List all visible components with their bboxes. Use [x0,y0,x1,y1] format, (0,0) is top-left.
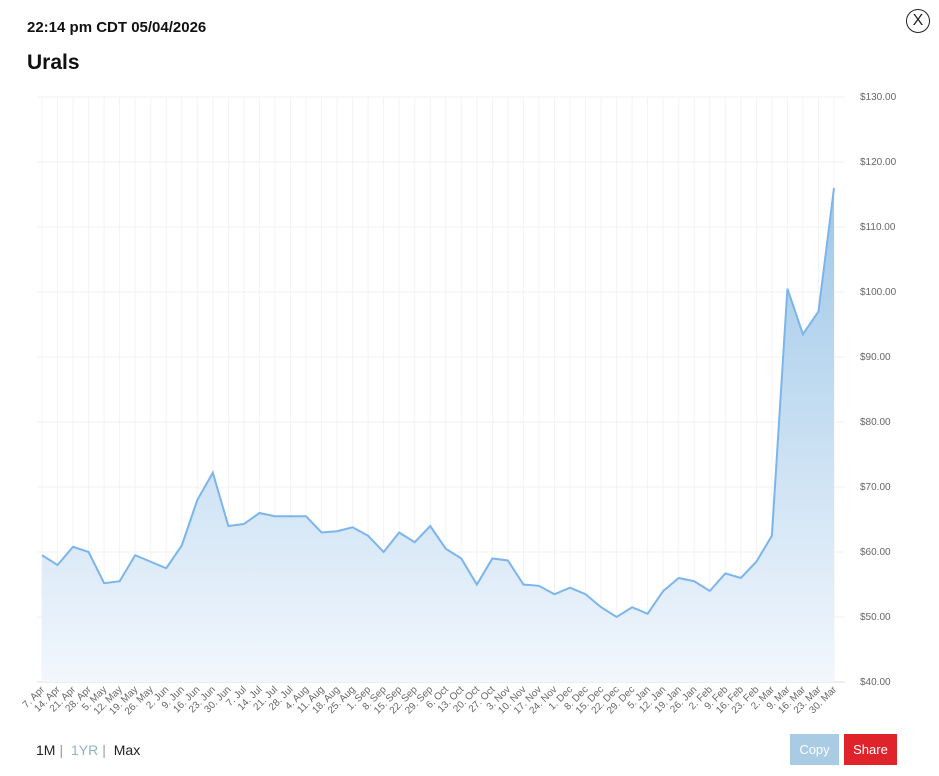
share-button[interactable]: Share [844,734,897,765]
y-tick-label: $120.00 [860,157,897,168]
chart-title: Urals [27,51,80,74]
separator: | [59,742,64,758]
y-tick-label: $60.00 [860,547,891,558]
y-tick-label: $70.00 [860,482,891,493]
area [42,188,834,682]
y-tick-label: $40.00 [860,677,891,688]
range-button[interactable]: 1YR [70,742,99,758]
range-selector: 1M | 1YR | Max [36,742,144,758]
range-button[interactable]: 1M [36,742,56,758]
line [41,187,835,619]
range-button[interactable]: Max [113,742,141,758]
y-tick-label: $90.00 [860,352,891,363]
copy-button[interactable]: Copy [790,734,839,765]
timestamp: 22:14 pm CDT 05/04/2026 [27,19,207,36]
close-button[interactable]: X [906,9,930,33]
y-tick-label: $50.00 [860,612,891,623]
y-tick-label: $110.00 [860,222,896,233]
separator: | [102,742,106,758]
y-tick-label: $100.00 [860,287,897,298]
y-tick-label: $130.00 [860,92,897,103]
y-tick-label: $80.00 [860,417,891,428]
